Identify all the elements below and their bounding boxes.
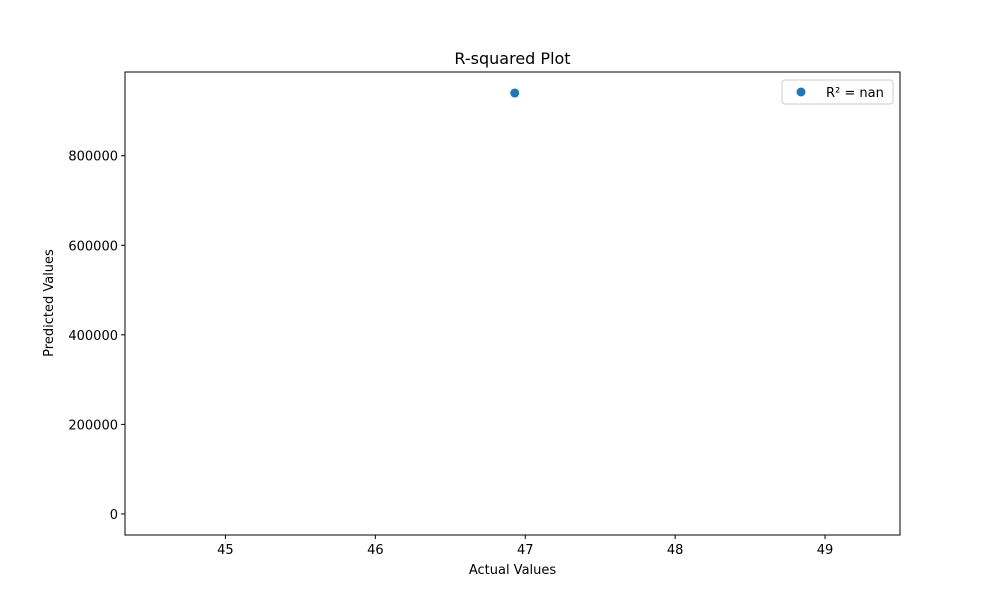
axes-frame xyxy=(124,71,901,536)
x-tick-label: 48 xyxy=(667,543,684,558)
legend-box xyxy=(781,79,894,105)
x-tick-label: 47 xyxy=(517,543,534,558)
x-tick-label: 46 xyxy=(367,543,384,558)
y-tick-label: 800000 xyxy=(68,150,118,165)
legend: R² = nan xyxy=(781,79,894,105)
x-tick-label: 45 xyxy=(217,543,234,558)
y-tick-label: 400000 xyxy=(68,329,118,344)
chart-title: R-squared Plot xyxy=(454,49,570,68)
y-axis-label: Predicted Values xyxy=(42,249,57,357)
x-tick-label: 49 xyxy=(817,543,834,558)
plot-area: 45 46 47 48 49 0 200000 400000 600000 800000 xyxy=(68,71,901,558)
data-point xyxy=(510,88,520,98)
y-tick-label: 0 xyxy=(110,508,118,523)
x-axis-label: Actual Values xyxy=(469,563,557,578)
legend-marker xyxy=(796,87,806,97)
legend-label: R² = nan xyxy=(826,86,884,101)
y-tick-label: 200000 xyxy=(68,418,118,433)
y-tick-label: 600000 xyxy=(68,239,118,254)
